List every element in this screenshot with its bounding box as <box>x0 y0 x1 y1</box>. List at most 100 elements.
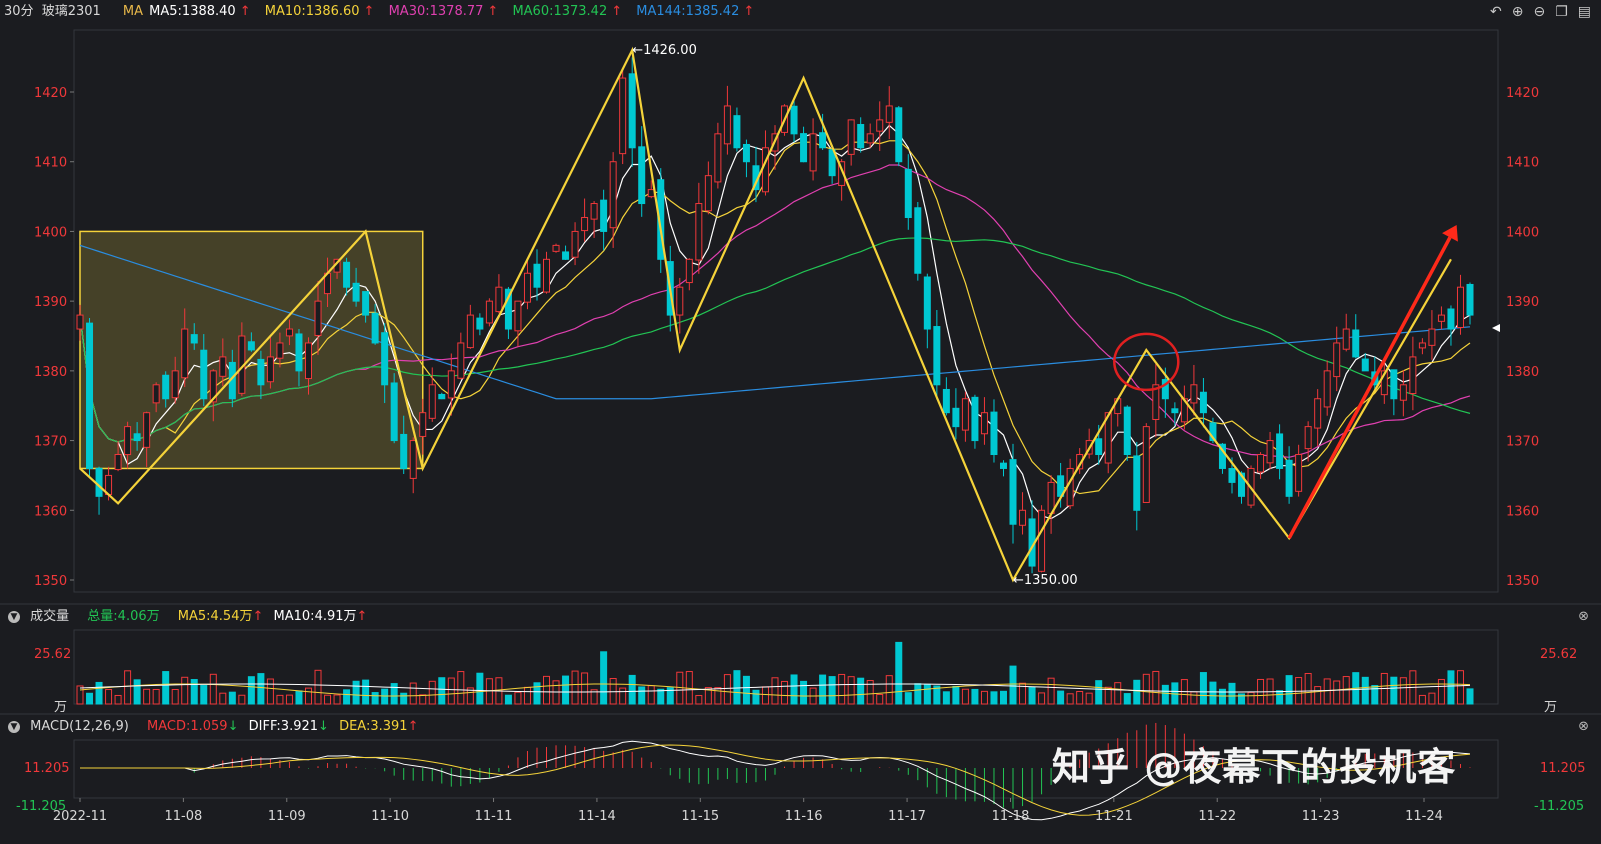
candle-body <box>1276 433 1284 469</box>
volume-bar <box>1333 680 1341 705</box>
period-label[interactable]: 30分 <box>4 4 34 19</box>
candle-body <box>485 300 493 324</box>
volume-bar <box>876 693 884 705</box>
volume-bar <box>647 685 655 705</box>
candle-body <box>1190 384 1198 404</box>
candle-body <box>200 349 208 400</box>
volume-max-label-left: 25.62 <box>34 647 71 662</box>
volume-bar <box>343 689 351 705</box>
volume-bar <box>885 675 893 705</box>
volume-bar <box>152 688 160 705</box>
diff-down-arrow-icon: ↓ <box>318 719 329 734</box>
window-icon[interactable]: ❐ <box>1555 4 1568 20</box>
watermark-text: 知乎 @夜幕下的投机客 <box>1052 745 1457 789</box>
volume-collapse-icon[interactable]: ▼ <box>8 610 20 623</box>
candle-body <box>95 467 103 497</box>
y-tick-left: 1410 <box>34 156 67 171</box>
candle-body <box>990 411 998 456</box>
macd-down-arrow-icon: ↓ <box>227 719 239 734</box>
settings-icon[interactable]: ▤ <box>1577 4 1591 20</box>
volume-bar <box>771 677 779 705</box>
x-tick-label: 11-18 <box>992 809 1030 824</box>
volume-bar <box>276 694 284 705</box>
current-price-marker <box>1492 324 1500 332</box>
candle-body <box>1218 443 1226 469</box>
zoom-out-icon[interactable]: ⊖ <box>1533 4 1546 20</box>
candle-body <box>838 161 846 186</box>
volume-bar <box>1466 688 1474 705</box>
ma30-up-arrow-icon: ↑ <box>487 4 499 19</box>
volume-bar <box>980 690 988 705</box>
zoom-in-icon[interactable]: ⊕ <box>1511 4 1524 20</box>
main-header: 30分 玻璃2301 MA MA5:1388.40 ↑ MA10:1386.60 ↑… <box>0 0 1601 24</box>
macd-top-label-right: 11.205 <box>1540 761 1586 776</box>
candle-body <box>685 258 693 284</box>
candle-body <box>952 407 960 428</box>
volume-bar <box>961 688 969 705</box>
candle-body <box>219 356 227 377</box>
volume-bar <box>1123 693 1131 705</box>
undo-icon[interactable]: ↶ <box>1490 4 1502 20</box>
trend-arrow-shaft <box>1287 236 1452 539</box>
macd-close-icon[interactable]: ⊗ <box>1578 719 1589 734</box>
candle-body <box>1380 370 1388 396</box>
volume-bar <box>1095 680 1103 705</box>
volume-bar <box>304 687 312 705</box>
volume-bar <box>1361 676 1369 705</box>
volume-bar <box>162 671 170 705</box>
volume-bar <box>923 683 931 705</box>
volume-bar <box>1428 692 1436 705</box>
volume-bar <box>1199 672 1207 705</box>
volume-bar <box>819 674 827 705</box>
price-axis: 1350 1350 1360 1360 1370 1370 1380 1380 1390 1390… <box>34 86 1539 589</box>
volume-bar <box>800 680 808 705</box>
volume-header: ▼ 成交量 总量:4.06万 MA5:4.54万↑ MA10:4.91万↑ ⊗ <box>0 606 1601 628</box>
candle-body <box>1285 459 1293 497</box>
candle-body <box>1466 283 1474 316</box>
volume-bar <box>1456 670 1464 705</box>
volume-bar <box>638 686 646 705</box>
ma30-value: MA30:1378.77 <box>388 4 484 19</box>
volume-bar <box>247 676 255 705</box>
volume-bar <box>828 676 836 705</box>
volume-bar <box>723 674 731 705</box>
volume-bar <box>390 683 398 705</box>
volume-bar <box>1238 693 1246 705</box>
x-tick-label: 11-24 <box>1405 809 1443 824</box>
candle-body <box>152 384 160 404</box>
volume-bar <box>1371 685 1379 705</box>
diff-value: DIFF:3.921 <box>248 719 319 734</box>
candle-body <box>343 261 351 288</box>
chart-grid <box>0 29 1601 799</box>
candle-body <box>1123 406 1131 456</box>
volume-bar <box>285 694 293 705</box>
volume-bar <box>362 679 370 705</box>
candle-body <box>1133 455 1141 511</box>
candle-body <box>628 73 636 149</box>
volume-bar <box>781 680 789 705</box>
ma10-value: MA10:1386.60 <box>264 4 360 19</box>
macd-collapse-icon[interactable]: ▼ <box>8 720 20 733</box>
candle-body <box>942 388 950 414</box>
candle-body <box>1342 328 1350 350</box>
toolbar: ↶ ⊕ ⊖ ❐ ▤ <box>1490 0 1591 24</box>
candle-body <box>1437 314 1445 322</box>
candle-body <box>466 314 474 349</box>
candle-body <box>961 398 969 431</box>
candle-body <box>419 412 427 437</box>
candle-body <box>1456 286 1464 329</box>
x-tick-label: 11-15 <box>681 809 719 824</box>
y-tick-right: 1400 <box>1506 225 1539 240</box>
x-tick-label: 11-21 <box>1095 809 1133 824</box>
candle-body <box>847 119 855 155</box>
volume-bar <box>952 685 960 705</box>
volume-unit-right: 万 <box>1544 700 1557 715</box>
volume-close-icon[interactable]: ⊗ <box>1578 609 1589 624</box>
volume-bar <box>733 670 741 705</box>
volume-bar <box>666 687 674 705</box>
candle-body <box>733 115 741 149</box>
ma144-value: MA144:1385.42 <box>636 4 740 19</box>
x-tick-label: 11-08 <box>164 809 202 824</box>
x-tick-label: 11-11 <box>475 809 513 824</box>
